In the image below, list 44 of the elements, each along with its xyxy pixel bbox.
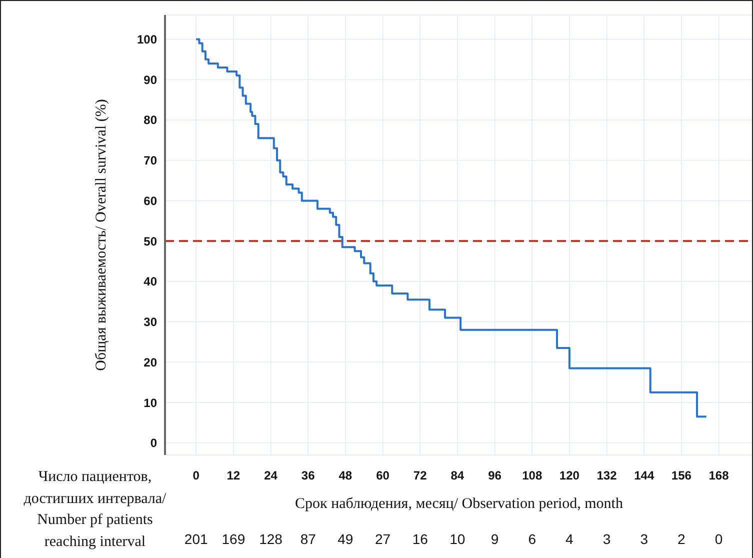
y-tick-label: 50 — [144, 234, 158, 248]
text: 3 — [639, 531, 649, 547]
x-tick-label: 96 — [488, 468, 502, 483]
text: 16 — [411, 531, 429, 547]
y-tick-label: 0 — [150, 436, 158, 450]
y-tick-label: 90 — [144, 72, 158, 87]
x-tick-label: 0 — [192, 468, 200, 483]
y-tick-label: 10 — [144, 396, 158, 410]
x-tick-label: 132 — [596, 468, 618, 483]
y-tick-label: 60 — [144, 194, 158, 208]
text: 3 — [602, 531, 612, 547]
text: 27 — [374, 531, 392, 547]
x-tick-label: 144 — [634, 468, 654, 483]
x-tick-label: 72 — [413, 468, 428, 483]
text: 9 — [490, 531, 500, 547]
y-tick-label: 20 — [144, 355, 158, 370]
x-tick-label: 120 — [559, 468, 580, 483]
y-tick-label: 40 — [144, 274, 158, 289]
text: 49 — [336, 531, 354, 547]
text: 4 — [564, 531, 574, 547]
y-tick-label: 70 — [144, 154, 158, 168]
x-axis-title: Срок наблюдения, месяц/ Observation period, month — [294, 496, 624, 513]
x-tick-label: 156 — [671, 468, 692, 483]
text: 201 — [183, 531, 209, 547]
x-tick-label: 24 — [264, 468, 278, 483]
text: 169 — [220, 531, 246, 547]
y-tick-label: 80 — [144, 113, 158, 128]
text: 2 — [676, 531, 686, 547]
y-tick-label: 100 — [136, 32, 158, 46]
text: 6 — [527, 531, 537, 547]
x-tick-label: 12 — [226, 468, 240, 483]
text: 0 — [714, 531, 724, 547]
x-tick-label: 84 — [450, 468, 464, 483]
x-tick-label: 108 — [522, 468, 542, 483]
x-tick-label: 60 — [376, 468, 390, 483]
text: Число пациентов, достигших интервала/ Number pf patients reaching interval — [24, 469, 166, 550]
text: 128 — [258, 531, 284, 547]
x-tick-label: 168 — [708, 468, 730, 483]
y-tick-label: 30 — [144, 315, 158, 330]
x-tick-label: 36 — [301, 468, 316, 483]
y-axis-title: Общая выживаемость/ Overall survival (%) — [93, 99, 110, 371]
text: 87 — [299, 531, 317, 547]
text: 10 — [448, 531, 466, 547]
x-tick-label: 48 — [338, 468, 352, 483]
